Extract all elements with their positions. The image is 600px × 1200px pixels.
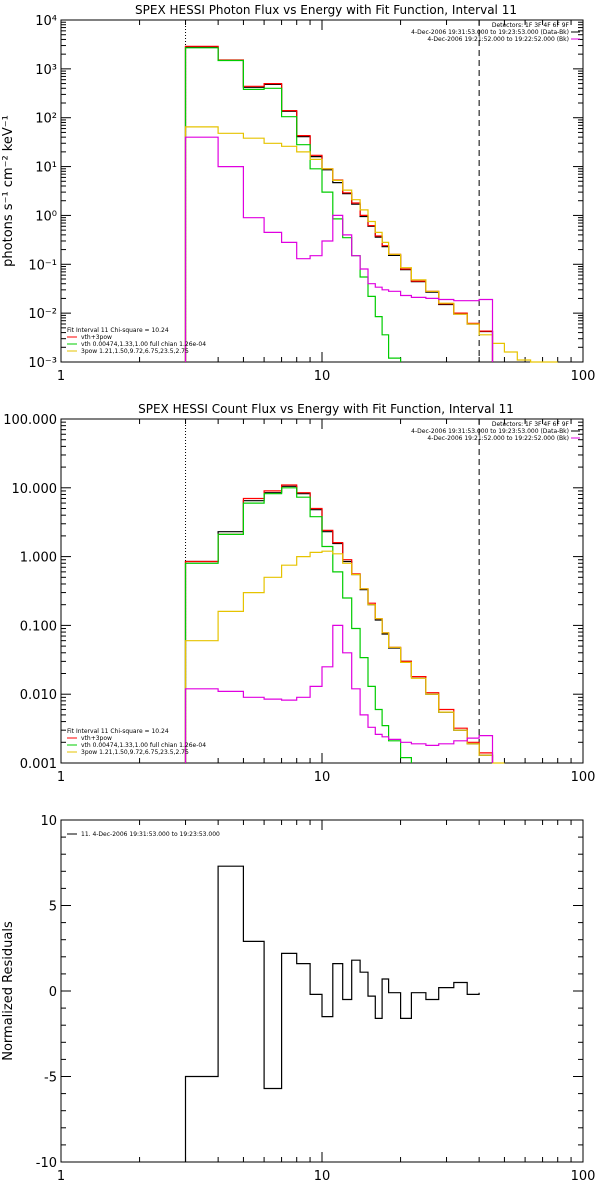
legend-header-text: Detectors: 1F 3F 4F 6F 9F <box>492 421 570 428</box>
series-line-vth-3pow <box>184 484 494 763</box>
legend-entry-text: 3pow 1.21,1.50,9.72,6.75,23.5,2.75 <box>81 749 189 756</box>
series-line-bk <box>184 624 494 763</box>
y-tick-label: 0 <box>49 985 57 1000</box>
series-line-vth <box>184 47 402 362</box>
legend-entry-text: Fit Interval 11 Chi-square = 10.24 <box>67 728 169 735</box>
y-tick-label: 10⁻² <box>28 307 57 322</box>
y-tick-label: 0.100 <box>20 619 57 634</box>
y-axis-label: Normalized Residuals <box>1 921 16 1061</box>
y-tick-label: 10⁻³ <box>28 356 57 371</box>
legend-entry-text: vth+3pow <box>81 334 112 341</box>
legend: Detectors: 1F 3F 4F 6F 9F4-Dec-2006 19:3… <box>67 22 580 355</box>
y-tick-label: 0.001 <box>20 757 57 772</box>
chart-title: SPEX HESSI Photon Flux vs Energy with Fi… <box>135 3 517 17</box>
axes: 1 10 100 -10 -5 0 5 10 Normalized Residuals <box>1 814 595 1184</box>
series-line-11-4-dec-2006-19-31-53-000-to-19-23-53-000 <box>184 865 480 1162</box>
series-line-3pow <box>184 550 505 764</box>
series-line-vth <box>184 487 412 763</box>
y-tick-label: 100.000 <box>3 413 57 428</box>
x-tick-label: 100 <box>571 369 596 384</box>
legend-header-text: 4-Dec-2006 19:21:52.000 to 19:22:52.000 … <box>427 435 569 442</box>
series-line-bk <box>184 136 494 362</box>
legend-header-text: Detectors: 1F 3F 4F 6F 9F <box>492 22 570 29</box>
y-tick-label: 1.000 <box>20 551 57 566</box>
series-line-data <box>184 46 494 362</box>
x-tick-label: 10 <box>314 770 331 785</box>
axes: 1 10 100 10⁻³ 10⁻² 10⁻¹ 10⁰ 10¹ 10² 10³ 10⁴ photons… <box>1 14 595 384</box>
x-tick-label: 1 <box>57 369 65 384</box>
count-flux-panel: SPEX HESSI Count Flux vs Energy with Fit… <box>3 402 595 785</box>
x-tick-label: 10 <box>314 1169 331 1184</box>
y-tick-label: 5 <box>49 900 57 915</box>
legend-entry-text: 11. 4-Dec-2006 19:31:53.000 to 19:23:53.… <box>81 831 220 838</box>
x-tick-label: 10 <box>314 369 331 384</box>
legend: Detectors: 1F 3F 4F 6F 9F4-Dec-2006 19:3… <box>67 421 580 756</box>
plot-frame <box>60 418 584 764</box>
legend-entry-text: 3pow 1.21,1.50,9.72,6.75,23.5,2.75 <box>81 348 189 355</box>
legend-header-text: 4-Dec-2006 19:21:52.000 to 19:22:52.000 … <box>427 36 569 43</box>
y-tick-label: 10⁰ <box>35 209 57 224</box>
y-tick-label: 10⁻¹ <box>28 258 57 273</box>
x-tick-label: 1 <box>57 770 65 785</box>
plot-marks <box>184 865 480 1162</box>
y-tick-label: 10 <box>40 814 57 829</box>
axes: 1 10 100 0.001 0.010 0.100 1.000 10.000 100.000 <box>3 413 595 785</box>
y-axis-label: photons s⁻¹ cm⁻² keV⁻¹ <box>1 115 16 267</box>
residuals-panel: 1 10 100 -10 -5 0 5 10 Normalized Residuals 11. … <box>1 814 595 1184</box>
y-tick-label: 10.000 <box>12 482 58 497</box>
y-tick-label: 10³ <box>35 63 57 78</box>
y-tick-label: 0.010 <box>20 688 57 703</box>
chart-title: SPEX HESSI Count Flux vs Energy with Fit… <box>138 402 514 416</box>
y-tick-label: -10 <box>36 1156 57 1171</box>
plot-marks <box>184 419 505 764</box>
y-tick-label: 10² <box>35 112 57 127</box>
x-tick-label: 100 <box>571 770 596 785</box>
legend-entry-text: vth+3pow <box>81 735 112 742</box>
photon-flux-panel: SPEX HESSI Photon Flux vs Energy with Fi… <box>1 3 595 384</box>
series-line-data <box>184 485 494 763</box>
y-tick-label: 10⁴ <box>35 14 57 29</box>
legend-entry-text: vth 0.00474,1.33,1.00 full chian 1.26e-0… <box>81 341 206 348</box>
plot-marks <box>184 20 558 363</box>
legend-entry-text: Fit Interval 11 Chi-square = 10.24 <box>67 327 169 334</box>
legend-header-text: 4-Dec-2006 19:31:53.000 to 19:23:53.000 … <box>411 29 569 36</box>
legend: 11. 4-Dec-2006 19:31:53.000 to 19:23:53.… <box>67 831 220 838</box>
y-tick-label: -5 <box>44 1071 57 1086</box>
x-tick-label: 1 <box>57 1169 65 1184</box>
plot-frame <box>60 819 584 1163</box>
legend-entry-text: vth 0.00474,1.33,1.00 full chian 1.26e-0… <box>81 742 206 749</box>
y-tick-label: 10¹ <box>35 161 57 176</box>
series-line-vth-3pow <box>184 45 494 362</box>
legend-header-text: 4-Dec-2006 19:31:53.000 to 19:23:53.000 … <box>411 428 569 435</box>
series-line-3pow <box>184 126 558 363</box>
x-tick-label: 100 <box>571 1169 596 1184</box>
